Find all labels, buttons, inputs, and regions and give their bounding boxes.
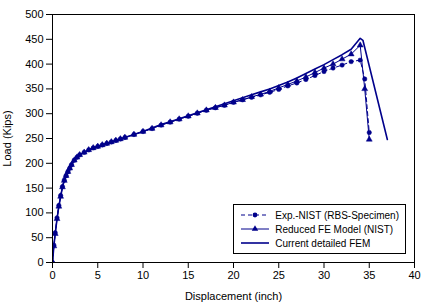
svg-text:10: 10 — [137, 269, 149, 281]
svg-text:25: 25 — [273, 269, 285, 281]
svg-text:Displacement (inch): Displacement (inch) — [185, 290, 282, 302]
svg-text:100: 100 — [25, 206, 43, 218]
svg-text:250: 250 — [25, 132, 43, 144]
svg-text:150: 150 — [25, 182, 43, 194]
svg-text:Load (Kips): Load (Kips) — [1, 110, 13, 166]
svg-text:500: 500 — [25, 8, 43, 20]
html-text:Exp.-NIST (RBS-Specimen): Exp.-NIST (RBS-Specimen) — [275, 209, 399, 221]
svg-text:0: 0 — [37, 256, 43, 268]
svg-text:400: 400 — [25, 58, 43, 70]
svg-text:40: 40 — [408, 269, 420, 281]
html-text:Current detailed FEM: Current detailed FEM — [275, 237, 371, 249]
svg-text:350: 350 — [25, 82, 43, 94]
svg-text:30: 30 — [318, 269, 330, 281]
svg-text:5: 5 — [95, 269, 101, 281]
svg-text:300: 300 — [25, 107, 43, 119]
svg-text:0: 0 — [49, 269, 55, 281]
svg-text:15: 15 — [182, 269, 194, 281]
svg-text:20: 20 — [227, 269, 239, 281]
svg-text:50: 50 — [31, 231, 43, 243]
svg-text:35: 35 — [363, 269, 375, 281]
svg-text:200: 200 — [25, 157, 43, 169]
svg-text:450: 450 — [25, 33, 43, 45]
html-text:Reduced FE Model (NIST): Reduced FE Model (NIST) — [275, 223, 394, 235]
